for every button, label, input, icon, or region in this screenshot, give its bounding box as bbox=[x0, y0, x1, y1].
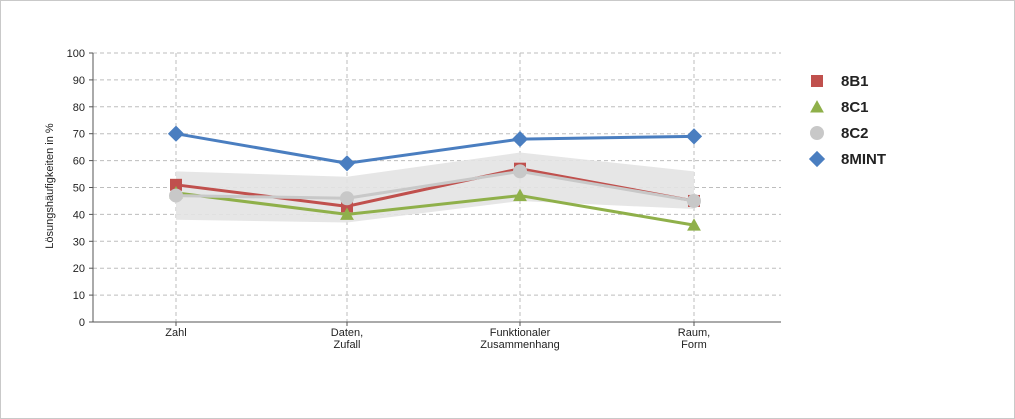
marker-8c1 bbox=[340, 207, 354, 220]
legend-label-8c1: 8C1 bbox=[841, 99, 869, 116]
marker-8c1 bbox=[513, 188, 527, 202]
marker-8c2 bbox=[340, 191, 354, 206]
y-tick-label: 20 bbox=[73, 263, 85, 275]
y-tick-label: 50 bbox=[73, 183, 85, 195]
marker-8c2 bbox=[513, 164, 527, 179]
axis-labels: 0 10 20 30 40 50 60 70 80 90 100 Zahl Daten, Zufall Fu… bbox=[67, 48, 711, 351]
y-tick-label: 60 bbox=[73, 156, 85, 168]
marker-8c2 bbox=[687, 193, 701, 208]
y-tick-label: 90 bbox=[73, 75, 85, 87]
marker-8mint bbox=[511, 130, 529, 148]
x-tick-label: Daten, Zufall bbox=[331, 327, 363, 351]
marker-8mint bbox=[685, 128, 703, 145]
series-lines bbox=[175, 132, 695, 227]
marker-8c1 bbox=[687, 218, 701, 231]
y-tick-label: 70 bbox=[73, 129, 85, 141]
series-line-8mint bbox=[175, 132, 695, 165]
marker-8c2 bbox=[169, 188, 183, 203]
legend-marker-8c2 bbox=[810, 126, 824, 140]
y-tick-label: 40 bbox=[73, 209, 85, 221]
legend-label-8b1: 8B1 bbox=[841, 73, 869, 90]
legend-marker-8c1 bbox=[810, 100, 824, 113]
legend-marker-8mint bbox=[808, 150, 826, 168]
y-tick-label: 100 bbox=[67, 48, 85, 60]
legend-label-8mint: 8MINT bbox=[841, 151, 886, 168]
y-tick-label: 30 bbox=[73, 236, 85, 248]
legend: 8B1 8C1 8C2 8MINT bbox=[808, 73, 886, 168]
series-line-8c2 bbox=[175, 169, 695, 203]
y-axis-title: Lösungshäufigkeiten in % bbox=[44, 123, 56, 249]
axes bbox=[89, 52, 781, 326]
x-tick-label: Raum, Form bbox=[678, 327, 710, 351]
marker-8b1 bbox=[170, 178, 182, 191]
series-markers bbox=[167, 125, 703, 231]
y-tick-label: 80 bbox=[73, 102, 85, 114]
y-tick-label: 10 bbox=[73, 290, 85, 302]
marker-8mint bbox=[338, 155, 356, 172]
legend-marker-8b1 bbox=[811, 75, 823, 87]
legend-label-8c2: 8C2 bbox=[841, 125, 869, 142]
x-tick-label: Funktionaler Zusammenhang bbox=[480, 327, 560, 351]
series-line-8c1 bbox=[175, 191, 695, 227]
marker-8mint bbox=[167, 125, 185, 142]
x-tick-label: Zahl bbox=[165, 327, 186, 339]
y-tick-label: 0 bbox=[79, 317, 85, 329]
